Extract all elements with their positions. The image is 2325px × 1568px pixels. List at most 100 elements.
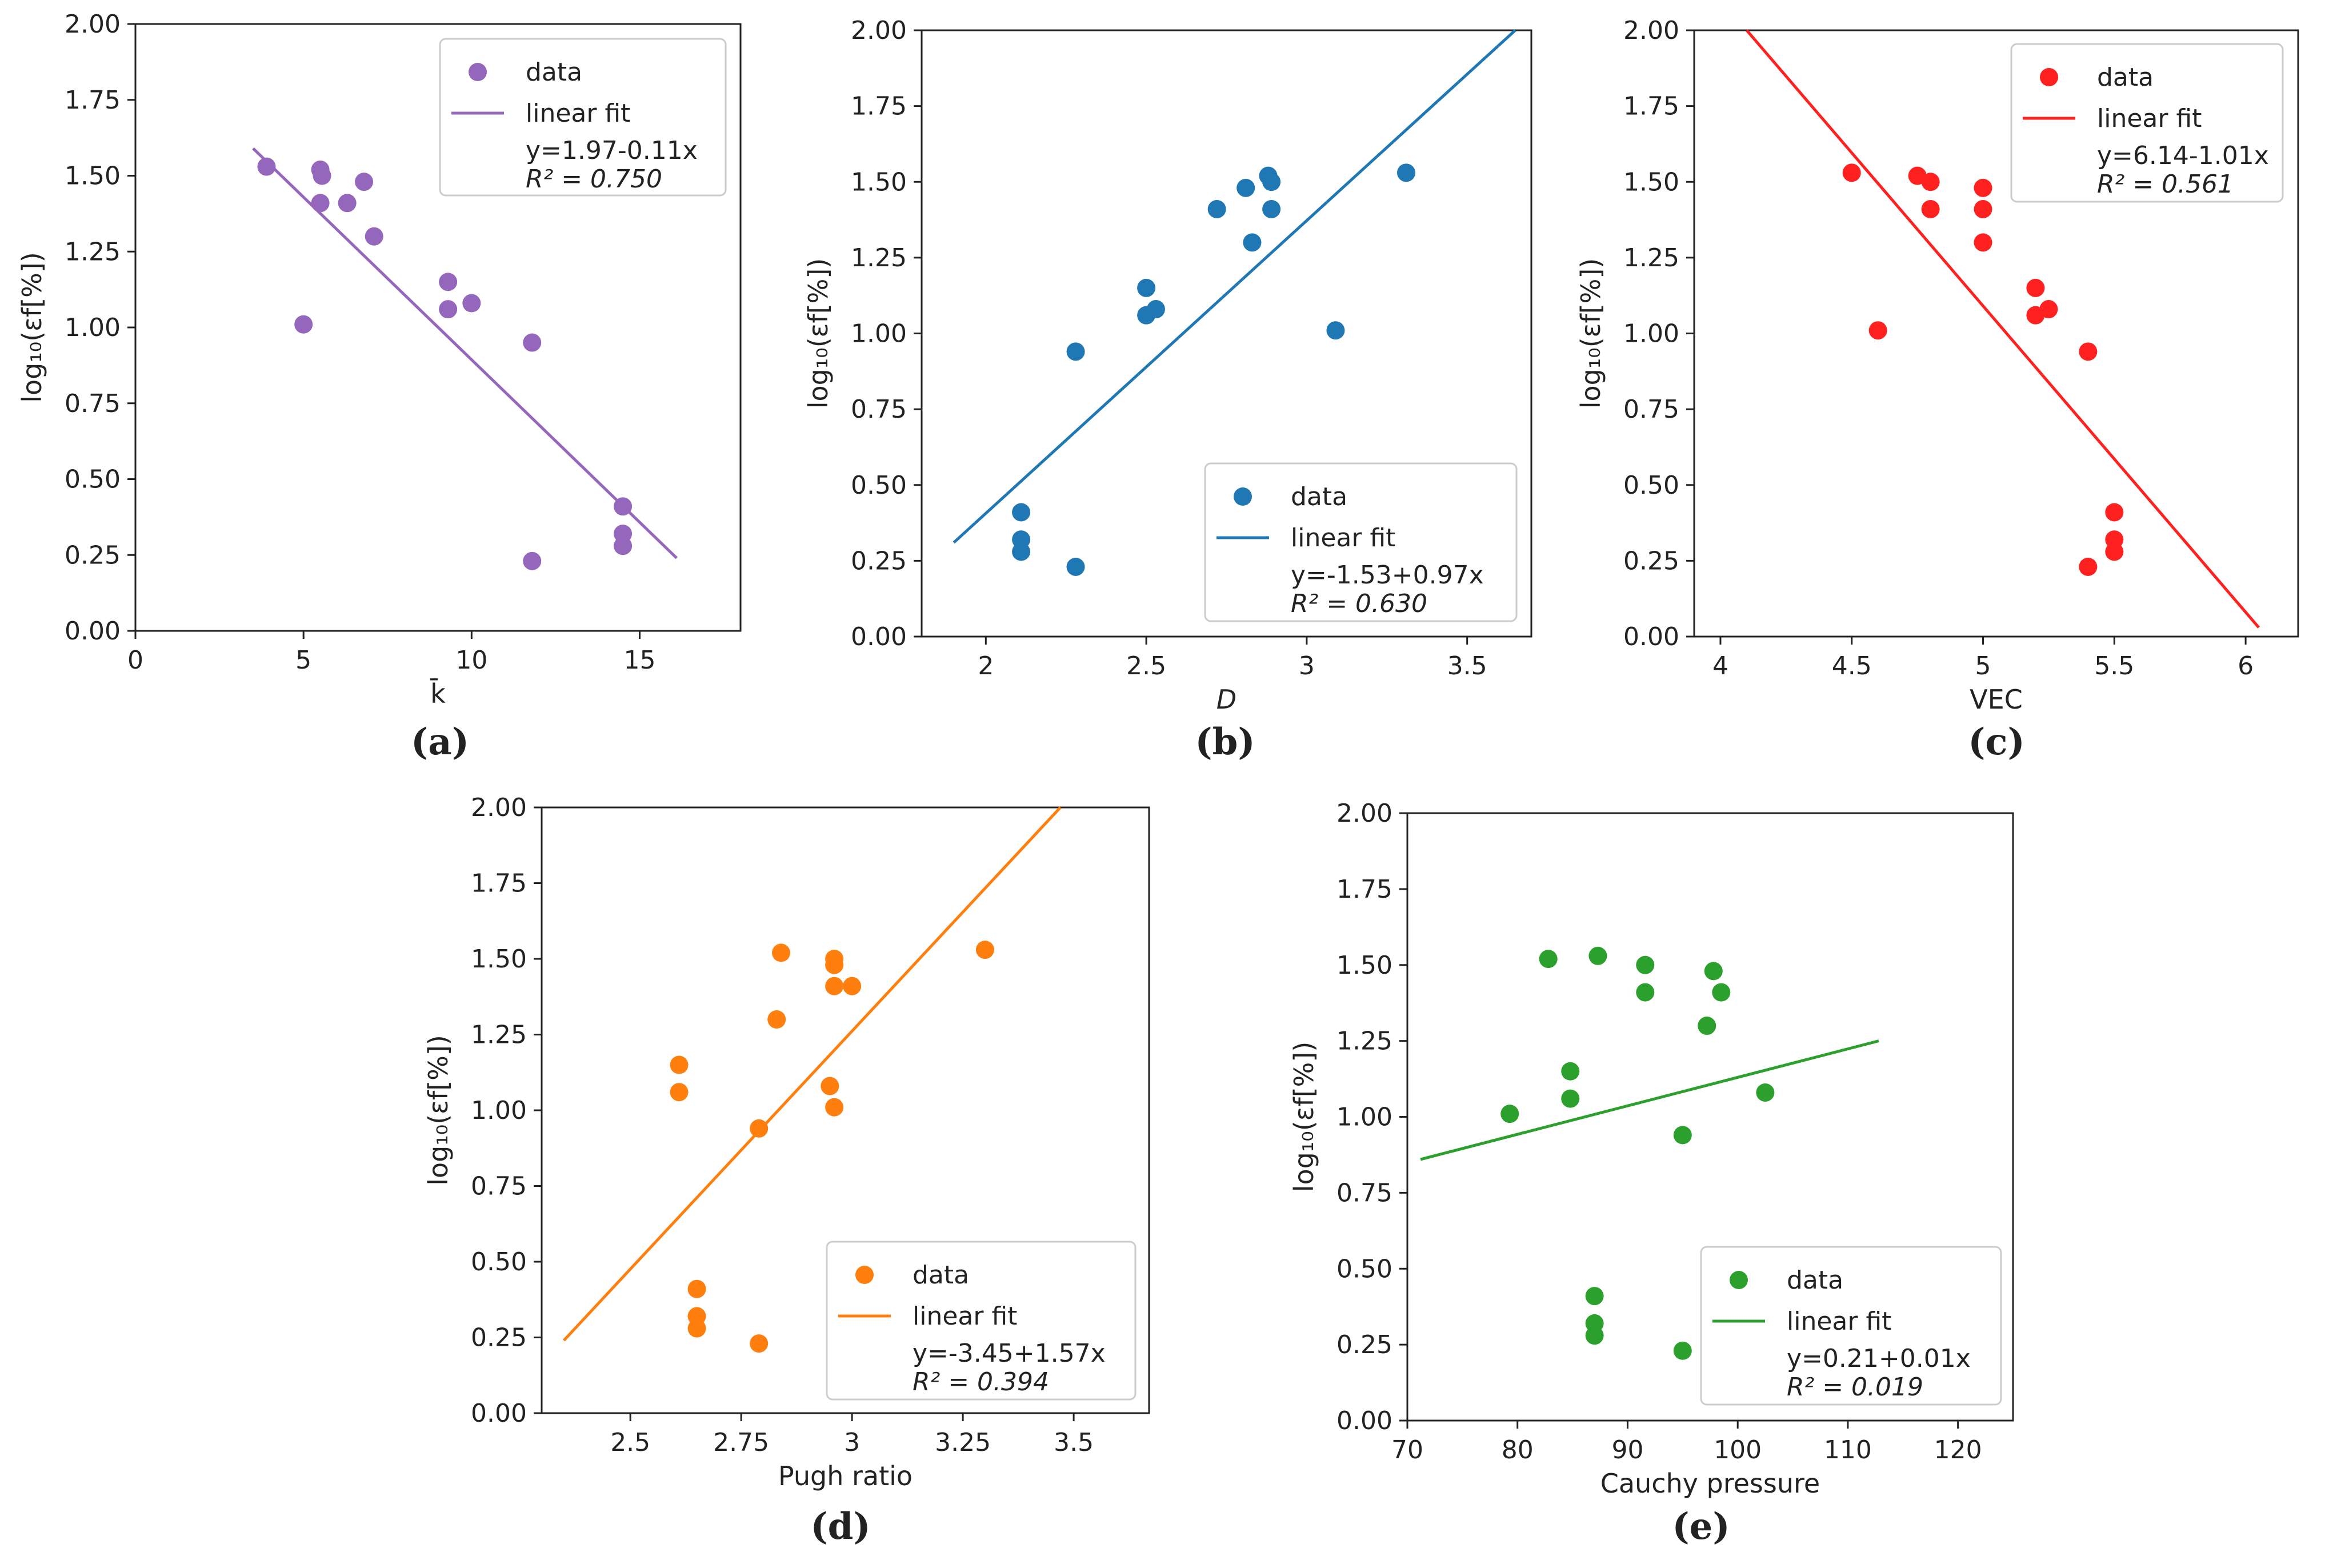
data-point [1012, 503, 1031, 522]
data-point [975, 941, 994, 959]
x-tick-label: 3 [1299, 651, 1315, 681]
legend-data-label: data [1291, 482, 1347, 511]
legend-data-marker [1730, 1271, 1748, 1289]
legend-fit-label: linear fit [1787, 1307, 1891, 1336]
data-point [1712, 983, 1731, 1002]
data-point [1842, 163, 1861, 182]
data-point [1500, 1105, 1519, 1123]
data-point [1561, 1089, 1580, 1108]
x-tick-label: 6 [2238, 651, 2254, 681]
data-point [311, 194, 330, 213]
data-point [687, 1279, 706, 1298]
data-point [1539, 950, 1558, 969]
x-axis-label: VEC [1970, 684, 2023, 715]
data-point [1146, 300, 1165, 319]
fit-equation: y=-1.53+0.97x [1291, 561, 1484, 590]
r-squared: R² = 0.394 [913, 1367, 1049, 1397]
data-point [1756, 1083, 1775, 1102]
data-point [294, 315, 313, 334]
data-point [1974, 199, 1992, 218]
x-tick-label: 5.5 [2094, 651, 2134, 681]
y-tick-label: 0.75 [471, 1172, 527, 1201]
data-point [1012, 542, 1031, 561]
legend-box [439, 38, 727, 197]
legend-fit-label: linear fit [526, 99, 630, 128]
data-point [1673, 1341, 1692, 1360]
y-tick-label: 0.75 [65, 389, 121, 418]
y-tick-label: 2.00 [1336, 799, 1392, 828]
legend-data-label: data [913, 1261, 969, 1290]
data-point [2105, 503, 2124, 522]
y-tick-label: 1.00 [1336, 1103, 1392, 1132]
legend-data-marker [855, 1266, 874, 1284]
y-tick-label: 0.75 [851, 395, 907, 424]
y-tick-label: 1.00 [1623, 319, 1679, 349]
x-tick-label: 2.5 [610, 1428, 650, 1457]
data-point [687, 1319, 706, 1338]
linear-fit-line [953, 29, 1516, 544]
x-axis-label: k̄ [430, 678, 446, 709]
y-tick-label: 0.00 [65, 617, 121, 646]
data-point [825, 977, 844, 995]
legend-data-marker [1234, 487, 1252, 506]
y-tick-label: 0.25 [471, 1323, 527, 1353]
y-tick-label: 1.50 [1623, 167, 1679, 197]
y-tick-label: 1.25 [1623, 243, 1679, 273]
y-tick-label: 1.00 [65, 313, 121, 342]
data-point [825, 955, 844, 974]
r-squared: R² = 0.561 [2097, 170, 2234, 199]
panel-letter: (d) [810, 1505, 870, 1548]
r-squared: R² = 0.630 [1291, 589, 1427, 618]
y-axis-label: log₁₀(εf[%]) [1575, 258, 1606, 409]
x-tick-label: 3.5 [1447, 651, 1487, 681]
linear-fit-line [1420, 1039, 1879, 1161]
legend-fit-label: linear fit [2097, 104, 2202, 133]
x-axis-label: D [1216, 684, 1236, 715]
fit-equation: y=1.97-0.11x [526, 136, 698, 165]
data-point [1636, 955, 1655, 974]
x-tick-label: 4 [1712, 651, 1728, 681]
y-axis-label: log₁₀(εf[%]) [803, 258, 834, 409]
panel-letter: (b) [1195, 721, 1255, 763]
fit-equation: y=0.21+0.01x [1787, 1344, 1971, 1373]
x-tick-label: 4.5 [1832, 651, 1872, 681]
y-tick-label: 1.75 [471, 869, 527, 898]
data-point [1868, 321, 1887, 340]
x-tick-label: 0 [127, 646, 143, 675]
y-axis-label: log₁₀(εf[%]) [17, 252, 47, 403]
x-axis-label: Pugh ratio [778, 1461, 913, 1491]
y-tick-label: 1.50 [65, 162, 121, 191]
fit-equation: y=-3.45+1.57x [913, 1339, 1106, 1368]
data-point [2105, 542, 2124, 561]
y-tick-label: 1.50 [1336, 951, 1392, 980]
data-point [670, 1055, 689, 1074]
y-tick-label: 1.25 [1336, 1027, 1392, 1056]
x-tick-label: 2.5 [1126, 651, 1166, 681]
data-point [1921, 173, 1940, 191]
y-tick-label: 0.25 [1336, 1330, 1392, 1359]
legend-data-label: data [526, 58, 582, 87]
linear-fit-line [562, 806, 1062, 1342]
data-point [1921, 199, 1940, 218]
y-tick-label: 1.50 [471, 945, 527, 974]
data-point [614, 497, 633, 516]
x-tick-label: 70 [1391, 1435, 1423, 1465]
fit-equation: y=6.14-1.01x [2097, 141, 2269, 170]
data-point [2039, 300, 2058, 319]
data-point [1704, 962, 1723, 981]
chart-panel-1: 0.00 0.25 0.50 0.75 1.00 1.25 1.50 1.75 2.00 0 5 10… [17, 10, 742, 763]
data-point [670, 1083, 689, 1102]
legend-box [1700, 1246, 2002, 1406]
r-squared: R² = 0.019 [1787, 1373, 1923, 1402]
chart-panel-5: 0.00 0.25 0.50 0.75 1.00 1.25 1.50 1.75 2.00 70 80… [1288, 799, 2014, 1548]
data-point [313, 166, 331, 185]
linear-fit-line [252, 147, 678, 559]
x-axis-label: Cauchy pressure [1600, 1468, 1820, 1499]
x-tick-label: 120 [1934, 1435, 1982, 1465]
y-tick-label: 1.00 [471, 1096, 527, 1125]
data-point [614, 537, 633, 555]
y-tick-label: 1.75 [1623, 92, 1679, 121]
